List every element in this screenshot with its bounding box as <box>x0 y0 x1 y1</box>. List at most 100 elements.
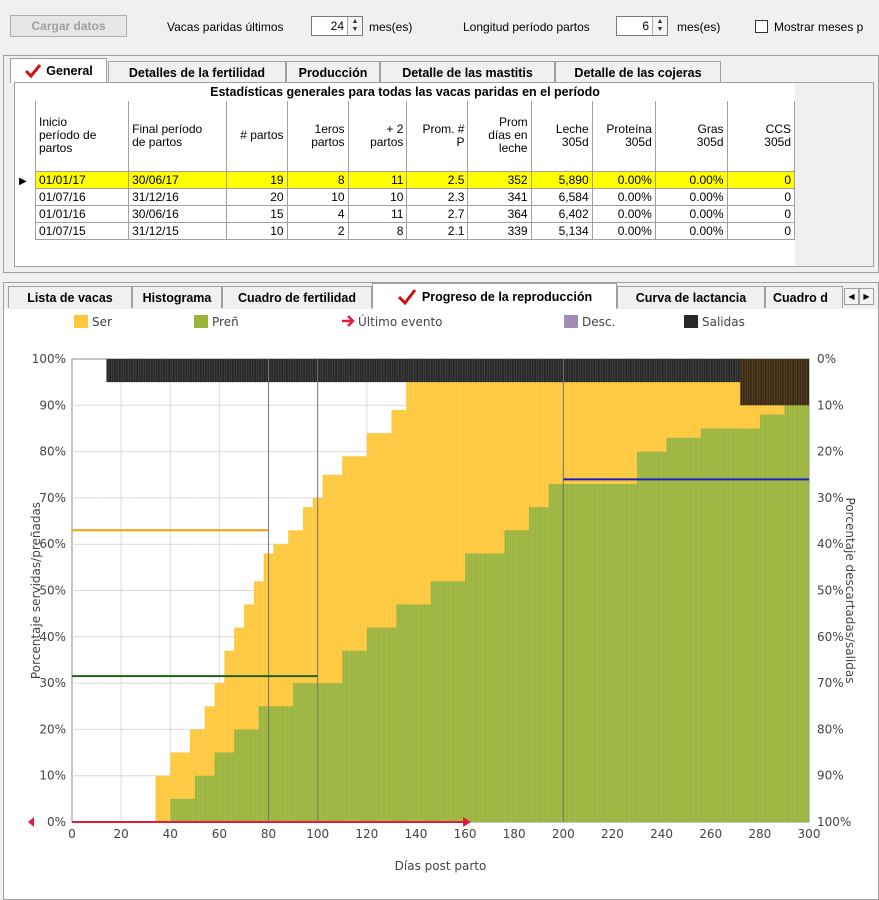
tab-overflow[interactable]: Cuadro d <box>765 286 843 308</box>
header-first-calvings[interactable]: 1eros partos <box>286 101 349 172</box>
cell[interactable]: 0.00% <box>591 204 656 223</box>
header-milk[interactable]: Leche 305d <box>530 101 593 172</box>
table-title: Estadísticas generales para todas las va… <box>210 85 600 99</box>
x-tick-label: 260 <box>699 827 722 841</box>
cell[interactable]: 0 <box>726 187 795 206</box>
cell[interactable]: 0.00% <box>654 221 728 240</box>
cell[interactable]: 5,134 <box>530 221 593 240</box>
header-start-period[interactable]: Inicio período de partos <box>34 101 130 172</box>
cell[interactable]: 10 <box>347 187 408 206</box>
tab-scroll-left-icon[interactable]: ◀ <box>844 288 859 305</box>
cell[interactable]: 8 <box>347 221 408 240</box>
cell[interactable]: 0 <box>726 170 795 189</box>
hdr-line: partos <box>370 134 404 149</box>
cell[interactable]: 0.00% <box>591 170 656 189</box>
table-empty-area <box>795 83 873 266</box>
cell[interactable]: 0.00% <box>654 204 728 223</box>
tab-lameness[interactable]: Detalle de las cojeras <box>555 61 721 83</box>
tab-label: Detalle de las cojeras <box>574 65 702 80</box>
tab-histogram[interactable]: Histograma <box>132 286 222 308</box>
cell[interactable]: 0 <box>726 221 795 240</box>
cell[interactable]: 2.5 <box>406 170 469 189</box>
calved-months-value[interactable]: 24 <box>330 19 344 33</box>
cell[interactable]: 0.00% <box>654 187 728 206</box>
cell[interactable]: 0.00% <box>591 187 656 206</box>
x-tick-label: 200 <box>552 827 575 841</box>
header-end-period[interactable]: Final período de partos <box>128 101 227 172</box>
cell[interactable]: 01/07/16 <box>34 187 130 206</box>
tab-production[interactable]: Producción <box>286 61 380 83</box>
tab-general[interactable]: General <box>10 58 107 83</box>
cell[interactable]: 6,402 <box>530 204 593 223</box>
tab-lactation-curve[interactable]: Curva de lactancia <box>617 286 765 308</box>
tab-mastitis[interactable]: Detalle de las mastitis <box>380 61 555 83</box>
cell[interactable]: 0.00% <box>591 221 656 240</box>
period-label: Longitud período partos <box>463 20 590 34</box>
cell[interactable]: 31/12/15 <box>128 221 227 240</box>
cell[interactable]: 5,890 <box>530 170 593 189</box>
checkmark-icon <box>25 64 42 79</box>
tab-fertility-chart[interactable]: Cuadro de fertilidad <box>222 286 372 308</box>
cell[interactable]: 8 <box>286 170 349 189</box>
legend-swatch <box>74 315 88 328</box>
general-panel: General Detalles de la fertilidad Produc… <box>3 55 879 273</box>
general-tab-content: Estadísticas generales para todas las va… <box>14 82 874 267</box>
calved-months-stepper[interactable]: 24 ▲ ▼ <box>311 16 363 36</box>
cell[interactable]: 31/12/16 <box>128 187 227 206</box>
cell[interactable]: 30/06/16 <box>128 204 227 223</box>
header-second-plus[interactable]: + 2 partos <box>347 101 408 172</box>
period-months-stepper[interactable]: 6 ▲ ▼ <box>616 16 668 36</box>
cell[interactable]: 01/01/16 <box>34 204 130 223</box>
cell[interactable]: 0 <box>726 204 795 223</box>
load-data-button[interactable]: Cargar datos <box>10 15 127 37</box>
cell[interactable]: 2.7 <box>406 204 469 223</box>
cell[interactable]: 352 <box>467 170 532 189</box>
cell[interactable]: 2.3 <box>406 187 469 206</box>
cell[interactable]: 0.00% <box>654 170 728 189</box>
stepper-arrows-icon[interactable]: ▲ ▼ <box>347 17 362 35</box>
cell[interactable]: 339 <box>467 221 532 240</box>
cell[interactable]: 30/06/17 <box>128 170 227 189</box>
tab-reproduction-progress[interactable]: Progreso de la reproducción <box>372 283 617 309</box>
cell[interactable]: 11 <box>347 204 408 223</box>
cell[interactable]: 364 <box>467 204 532 223</box>
tab-scroll-right-icon[interactable]: ▶ <box>859 288 874 305</box>
header-scc[interactable]: CCS 305d <box>726 101 795 172</box>
y-axis-label-right: Porcentaje descartadas/salidas <box>843 498 857 684</box>
tab-cow-list[interactable]: Lista de vacas <box>8 286 132 308</box>
tab-fertility-details[interactable]: Detalles de la fertilidad <box>108 61 286 83</box>
legend-swatch <box>564 315 578 328</box>
cell[interactable]: 2.1 <box>406 221 469 240</box>
cell[interactable]: 10 <box>225 221 288 240</box>
stepper-arrows-icon[interactable]: ▲ ▼ <box>652 17 667 35</box>
cell[interactable]: 341 <box>467 187 532 206</box>
header-calvings[interactable]: # partos <box>225 101 288 172</box>
cell[interactable]: 01/07/15 <box>34 221 130 240</box>
table-row[interactable]: 01/01/17 30/06/17 19 8 11 2.5 352 5,890 0.00% 0.0… <box>34 170 795 189</box>
header-fat[interactable]: Gras 305d <box>654 101 728 172</box>
cell[interactable]: 11 <box>347 170 408 189</box>
cell[interactable]: 20 <box>225 187 288 206</box>
table-row[interactable]: 01/01/16 30/06/16 15 4 11 2.7 364 6,402 0.00% 0.0… <box>34 204 795 223</box>
header-avg-dim[interactable]: Prom días en leche <box>467 101 532 172</box>
tab-label: Detalles de la fertilidad <box>128 65 266 80</box>
x-tick-label: 40 <box>163 827 178 841</box>
show-months-checkbox[interactable] <box>755 20 768 33</box>
table-row[interactable]: 01/07/15 31/12/15 10 2 8 2.1 339 5,134 0.00% 0.00… <box>34 221 795 240</box>
cell[interactable]: 10 <box>286 187 349 206</box>
header-avg-parity[interactable]: Prom. # P <box>406 101 469 172</box>
table-row[interactable]: 01/07/16 31/12/16 20 10 10 2.3 341 6,584 0.00% 0.… <box>34 187 795 206</box>
toolbar: Cargar datos Vacas paridas últimos 24 ▲ ▼… <box>0 0 879 56</box>
cell[interactable]: 19 <box>225 170 288 189</box>
y-tick-label-left: 100% <box>32 352 66 366</box>
x-tick-label: 120 <box>355 827 378 841</box>
cell[interactable]: 15 <box>225 204 288 223</box>
hdr-line: # partos <box>240 128 284 143</box>
header-protein[interactable]: Proteína 305d <box>591 101 656 172</box>
y-tick-label-right: 0% <box>817 352 836 366</box>
cell[interactable]: 01/01/17 <box>34 170 130 189</box>
cell[interactable]: 4 <box>286 204 349 223</box>
cell[interactable]: 2 <box>286 221 349 240</box>
cell[interactable]: 6,584 <box>530 187 593 206</box>
period-months-value[interactable]: 6 <box>642 19 649 33</box>
